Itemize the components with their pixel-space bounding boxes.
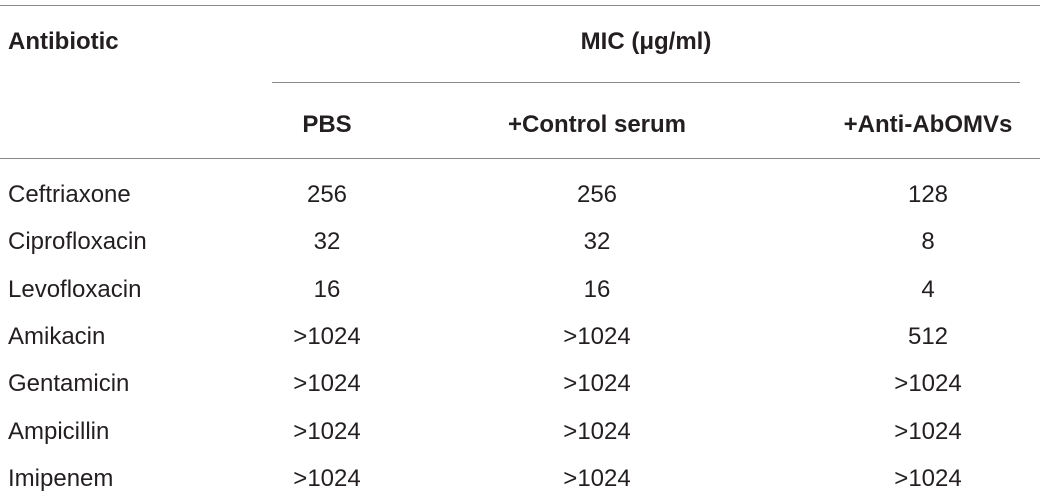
cell: >1024 (894, 465, 962, 492)
cell: >1024 (563, 370, 631, 397)
cell: 512 (907, 323, 949, 350)
cell: 128 (907, 181, 949, 208)
cell: >1024 (563, 323, 631, 350)
cell: 256 (306, 181, 348, 208)
cell: >1024 (293, 323, 361, 350)
cell: 16 (313, 276, 341, 303)
cell: 32 (583, 228, 611, 255)
row-label: Levofloxacin (8, 276, 142, 303)
cell: >1024 (563, 465, 631, 492)
cell: 16 (583, 276, 611, 303)
cell: >1024 (293, 418, 361, 445)
cell: >1024 (293, 370, 361, 397)
row-label: Ampicillin (8, 418, 110, 445)
cell: 4 (921, 276, 935, 303)
cell: 8 (921, 228, 935, 255)
top-rule (0, 5, 1040, 6)
row-label: Gentamicin (8, 370, 130, 397)
row-label: Imipenem (8, 465, 114, 492)
cell: >1024 (894, 370, 962, 397)
cell: >1024 (894, 418, 962, 445)
column-header: +Control serum (507, 111, 687, 138)
column-header: +Anti-AbOMVs (843, 111, 1013, 138)
column-header: PBS (302, 111, 352, 138)
row-label: Ciprofloxacin (8, 228, 147, 255)
cell: >1024 (293, 465, 361, 492)
group-header: MIC (μg/ml) (580, 28, 712, 55)
row-label: Ceftriaxone (8, 181, 131, 208)
cell: >1024 (563, 418, 631, 445)
cell: 32 (313, 228, 341, 255)
row-label-header: Antibiotic (8, 28, 119, 55)
header-rule (0, 158, 1040, 159)
row-label: Amikacin (8, 323, 106, 350)
group-rule (272, 82, 1020, 83)
cell: 256 (576, 181, 618, 208)
